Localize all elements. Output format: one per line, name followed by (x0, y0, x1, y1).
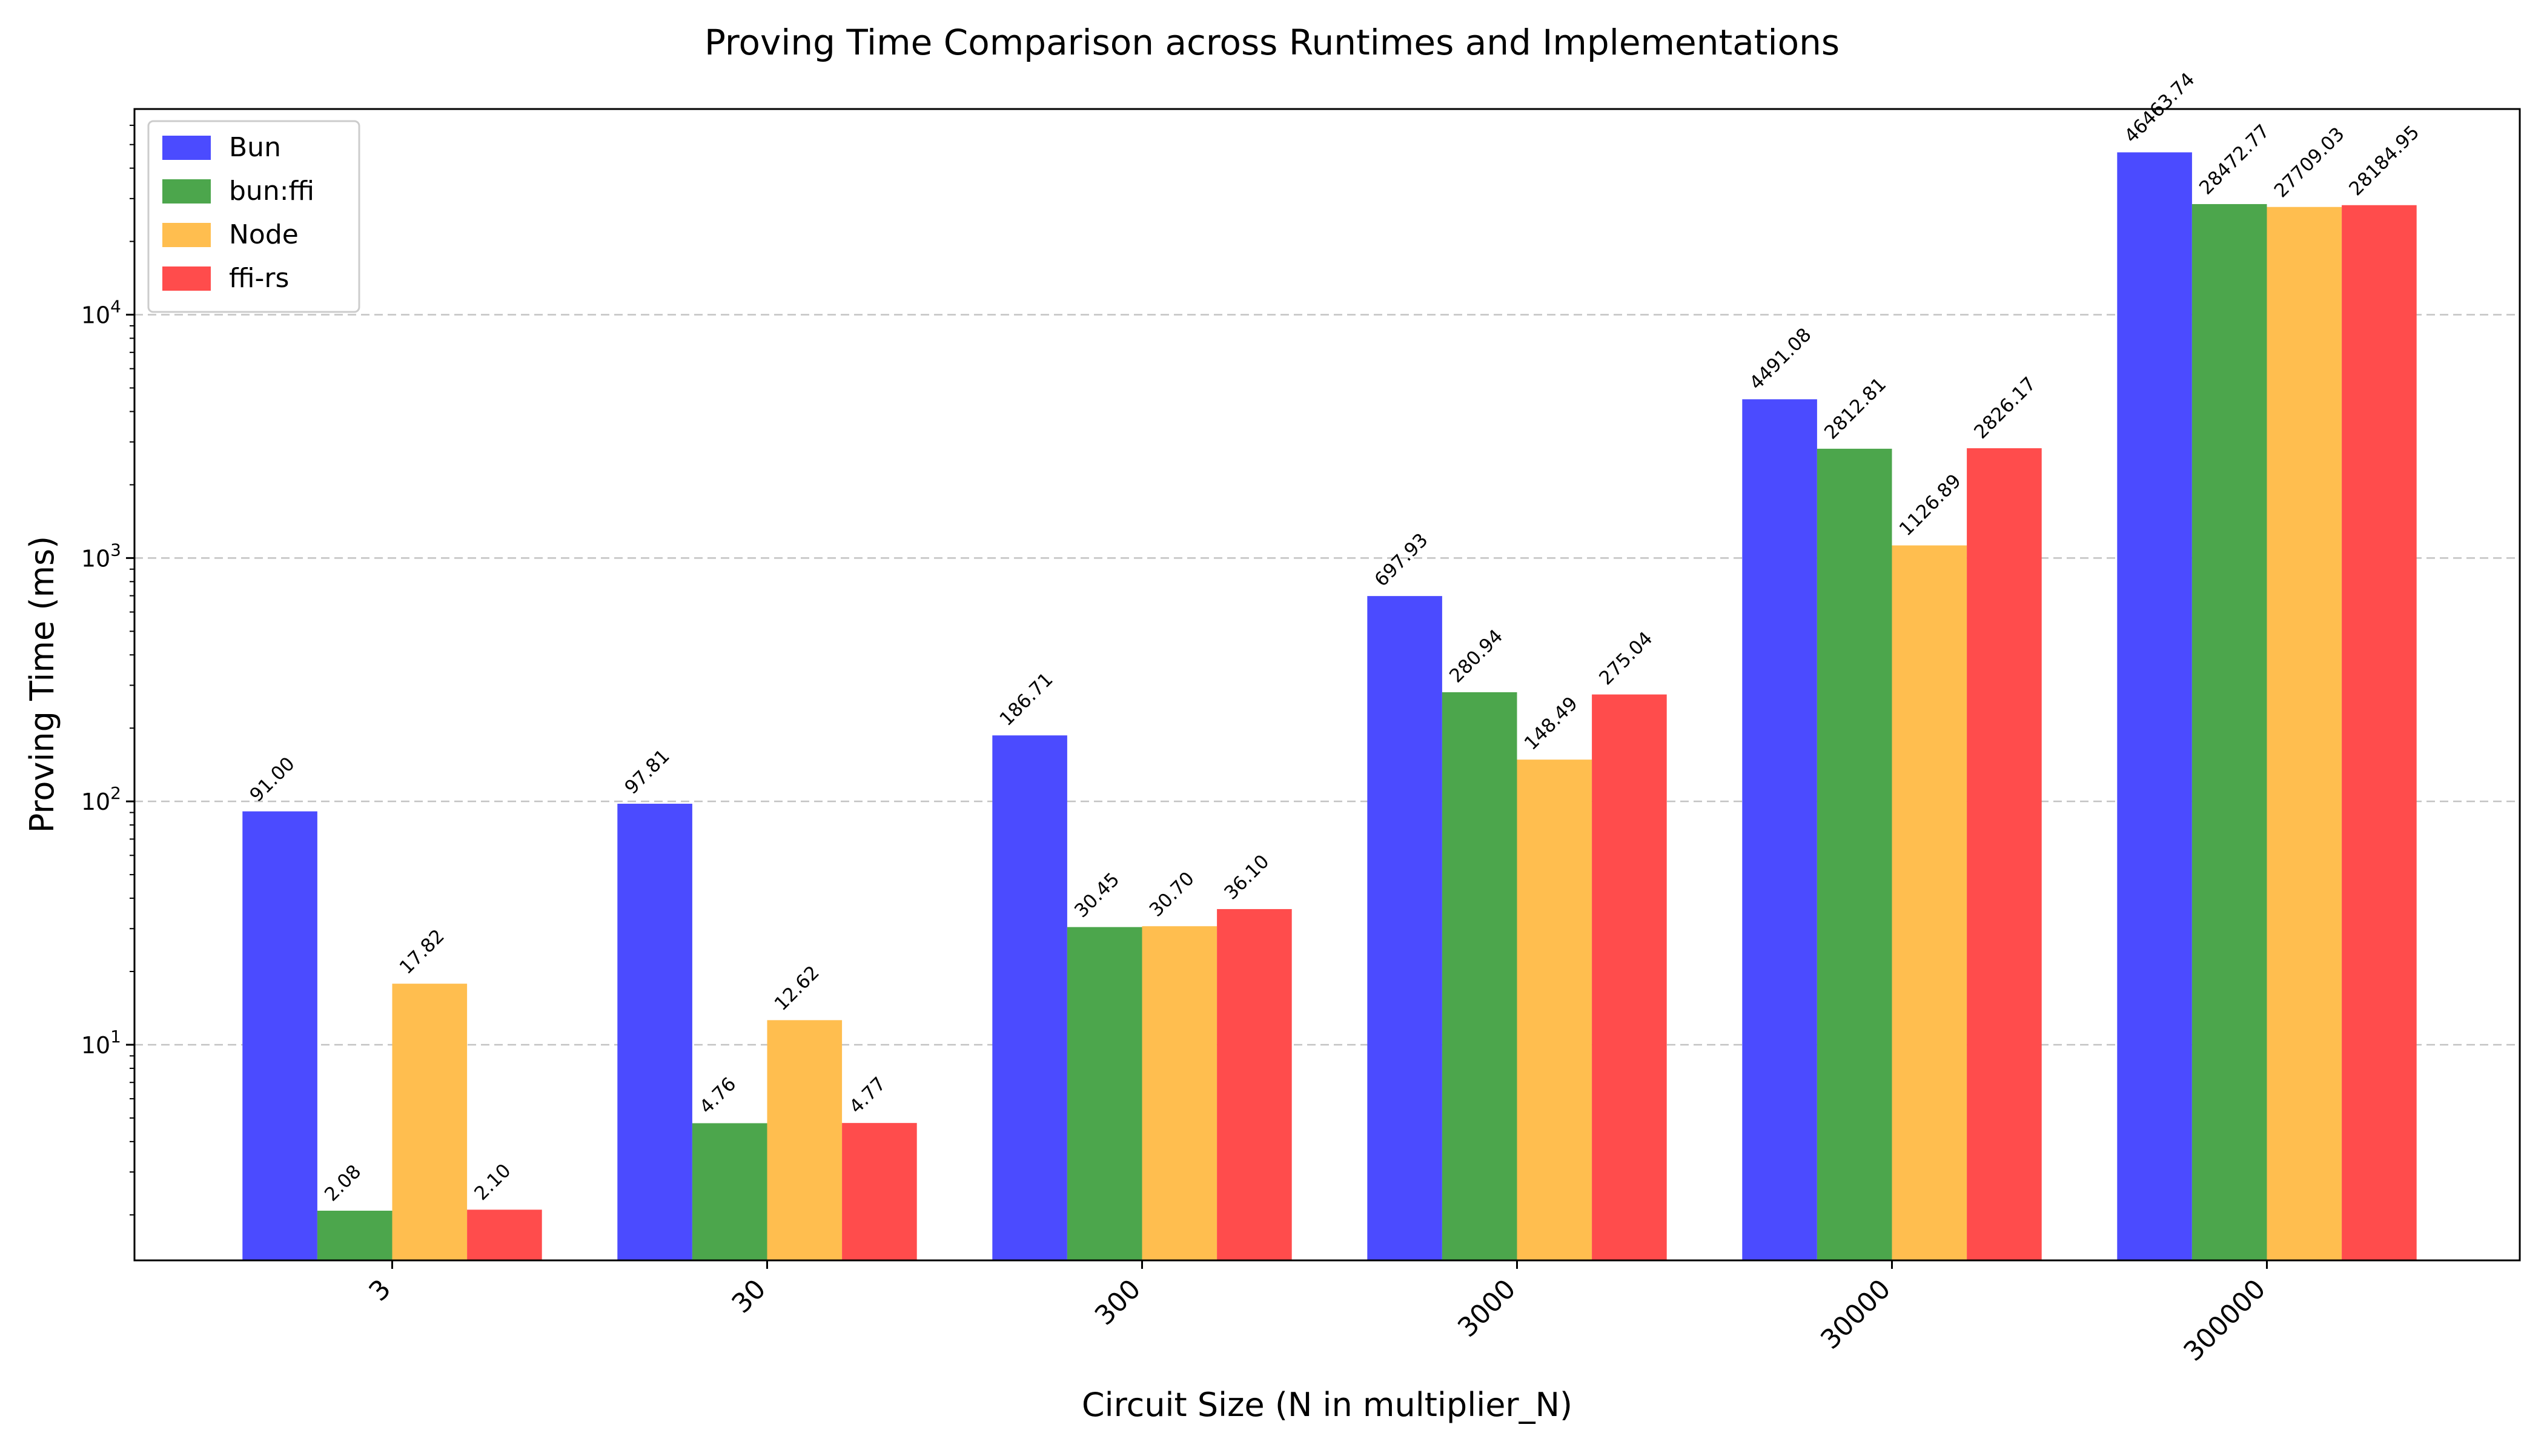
y-tick-label: 101 (81, 1027, 121, 1059)
bar (392, 984, 468, 1260)
y-tick-label: 102 (81, 783, 121, 815)
legend-label: Node (229, 219, 299, 250)
bar (1742, 399, 1817, 1260)
bar (2342, 205, 2417, 1260)
bar (692, 1123, 767, 1260)
y-tick-label: 104 (81, 297, 121, 329)
bar (1817, 448, 1892, 1260)
bar (467, 1209, 542, 1260)
bar (2191, 204, 2267, 1260)
bar (842, 1123, 917, 1260)
y-axis-label: Proving Time (ms) (23, 536, 61, 833)
bar (1517, 759, 1592, 1260)
legend-label: Bun (229, 132, 281, 163)
bar (767, 1020, 843, 1260)
bar (1142, 926, 1217, 1260)
chart-title: Proving Time Comparison across Runtimes … (704, 22, 1840, 63)
bar-layer (242, 152, 2417, 1261)
y-axis-ticks: 101 102 103 104 (81, 124, 134, 1216)
legend-frame (147, 120, 360, 313)
bar (2267, 207, 2342, 1260)
bar (617, 804, 692, 1260)
bar (1442, 692, 1517, 1260)
bar (317, 1210, 393, 1260)
bar (1367, 596, 1442, 1260)
bar (242, 811, 317, 1260)
legend-swatch (162, 136, 211, 160)
bar (992, 735, 1067, 1260)
legend-swatch (162, 179, 211, 204)
bar (1067, 927, 1142, 1260)
bar (1967, 448, 2042, 1260)
legend-swatch (162, 266, 211, 291)
bar (1892, 545, 1967, 1261)
legend-label: bun:ffi (229, 176, 314, 207)
x-axis-label: Circuit Size (N in multiplier_N) (1082, 1386, 1572, 1424)
bar (2117, 152, 2192, 1260)
legend-swatch (162, 223, 211, 247)
legend: Bun bun:ffi Node ffi-rs (147, 120, 360, 313)
bar (1592, 694, 1667, 1260)
y-tick-label: 103 (81, 540, 121, 572)
legend-label: ffi-rs (229, 263, 289, 294)
bar (1217, 908, 1292, 1260)
